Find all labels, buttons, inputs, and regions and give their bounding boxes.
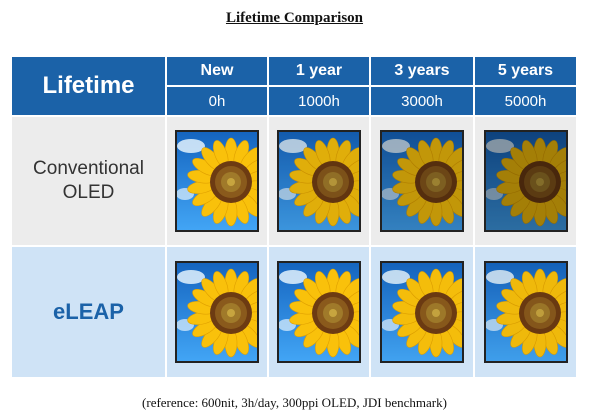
row-label-line1: Conventional [33, 158, 144, 180]
column-header-3-years: 3 years [371, 57, 473, 85]
cell-eleap-1-year [269, 247, 369, 377]
cell-conventional-new [167, 117, 267, 245]
sunflower-photo-icon [483, 130, 568, 232]
column-hours-5000h: 5000h [475, 87, 576, 115]
lifetime-header: Lifetime [12, 57, 165, 115]
column-header-1-year: 1 year [269, 57, 369, 85]
column-hours-1000h: 1000h [269, 87, 369, 115]
row-label-line2: OLED [62, 182, 115, 203]
cell-conventional-3-years [371, 117, 473, 245]
sunflower-photo-icon [380, 261, 464, 363]
row-label-eleap: eLEAP [12, 247, 165, 377]
column-hours-3000h: 3000h [371, 87, 473, 115]
sunflower-photo-icon [277, 261, 361, 363]
column-hours-0h: 0h [167, 87, 267, 115]
row-label-line1: eLEAP [53, 299, 124, 325]
cell-eleap-5-years [475, 247, 576, 377]
sunflower-photo-icon [175, 130, 259, 232]
sunflower-photo-icon [277, 130, 361, 232]
column-header-5-years: 5 years [475, 57, 576, 85]
column-header-new: New [167, 57, 267, 85]
sunflower-photo-icon [380, 130, 464, 232]
comparison-table: Lifetime New 1 year 3 years 5 years 0h 1… [12, 57, 576, 377]
sunflower-photo-icon [175, 261, 259, 363]
cell-conventional-5-years [475, 117, 576, 245]
page-title: Lifetime Comparison [225, 10, 364, 26]
row-label-conventional-oled: Conventional OLED [12, 117, 165, 245]
cell-eleap-new [167, 247, 267, 377]
sunflower-photo-icon [483, 261, 568, 363]
cell-eleap-3-years [371, 247, 473, 377]
reference-note: (reference: 600nit, 3h/day, 300ppi OLED,… [142, 395, 447, 410]
cell-conventional-1-year [269, 117, 369, 245]
